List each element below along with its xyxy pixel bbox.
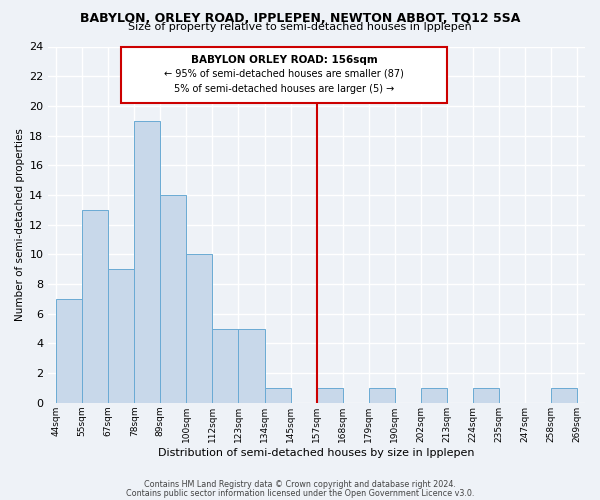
Bar (265, 388, 290, 403)
X-axis label: Distribution of semi-detached houses by size in Ipplepen: Distribution of semi-detached houses by … (158, 448, 475, 458)
Text: Contains HM Land Registry data © Crown copyright and database right 2024.: Contains HM Land Registry data © Crown c… (144, 480, 456, 489)
Bar (56, 299, 82, 403)
Bar (108, 269, 134, 403)
Bar (238, 328, 265, 403)
FancyBboxPatch shape (121, 46, 447, 103)
Bar (160, 195, 187, 403)
Bar (134, 120, 160, 403)
Bar (369, 388, 395, 403)
Bar (551, 388, 577, 403)
Bar (212, 328, 238, 403)
Text: 5% of semi-detached houses are larger (5) →: 5% of semi-detached houses are larger (5… (174, 84, 394, 94)
Text: Size of property relative to semi-detached houses in Ipplepen: Size of property relative to semi-detach… (128, 22, 472, 32)
Bar (187, 254, 212, 403)
Bar (473, 388, 499, 403)
Text: ← 95% of semi-detached houses are smaller (87): ← 95% of semi-detached houses are smalle… (164, 69, 404, 79)
Text: BABYLON ORLEY ROAD: 156sqm: BABYLON ORLEY ROAD: 156sqm (191, 56, 377, 66)
Bar (421, 388, 447, 403)
Text: Contains public sector information licensed under the Open Government Licence v3: Contains public sector information licen… (126, 488, 474, 498)
Bar (82, 210, 108, 403)
Text: BABYLON, ORLEY ROAD, IPPLEPEN, NEWTON ABBOT, TQ12 5SA: BABYLON, ORLEY ROAD, IPPLEPEN, NEWTON AB… (80, 12, 520, 26)
Y-axis label: Number of semi-detached properties: Number of semi-detached properties (15, 128, 25, 321)
Bar (317, 388, 343, 403)
